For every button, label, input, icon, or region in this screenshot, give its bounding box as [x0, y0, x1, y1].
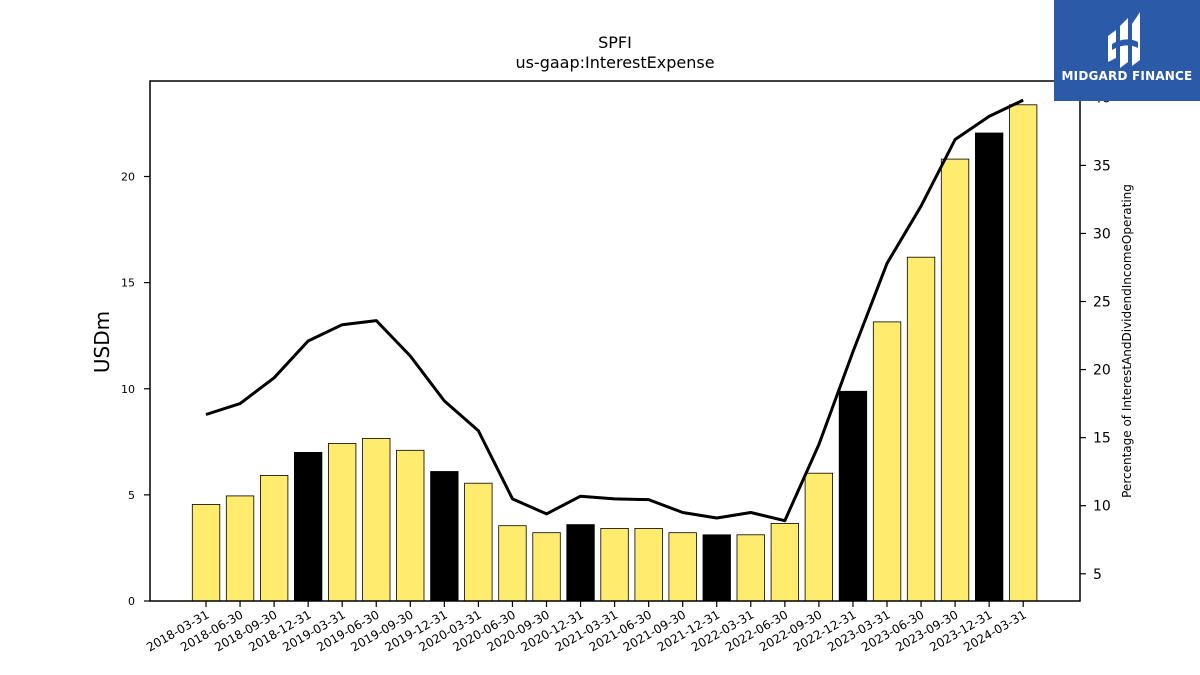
y2-tick-label: 25 — [1093, 295, 1111, 311]
bar-group — [191, 104, 1038, 602]
bar-2020-03-31 — [464, 482, 493, 602]
bar-2019-03-31 — [327, 443, 357, 602]
bar-2021-06-30 — [634, 528, 663, 602]
y-axis-left: 0 5 10 15 20 — [121, 171, 150, 608]
y2-tick-label: 10 — [1093, 499, 1111, 515]
y-tick-label: 0 — [128, 595, 135, 608]
bar-2021-12-31 — [702, 534, 731, 602]
chart-title: SPFI — [598, 33, 632, 52]
y2-tick-label: 35 — [1093, 158, 1111, 174]
y-tick-label: 15 — [121, 277, 135, 290]
bar-2021-03-31 — [600, 528, 629, 602]
bar-2024-03-31 — [1009, 104, 1038, 602]
bar-2020-12-31 — [566, 524, 595, 602]
chart-subtitle: us-gaap:InterestExpense — [515, 53, 714, 72]
bar-2023-09-30 — [940, 158, 970, 602]
bar-2020-06-30 — [498, 525, 527, 602]
bar-2022-09-30 — [804, 472, 833, 602]
line-series — [205, 98, 1024, 523]
y2-axis-label: Percentage of InterestAndDividendIncomeO… — [1120, 184, 1134, 498]
logo: MIDGARD FINANCE — [1054, 0, 1200, 101]
bar-2018-12-31 — [293, 451, 323, 602]
bar-2020-09-30 — [532, 532, 561, 602]
line-group — [205, 98, 1024, 523]
bar-2019-09-30 — [396, 449, 425, 602]
bar-2022-06-30 — [770, 523, 799, 602]
logo-mark-icon — [1108, 12, 1140, 68]
y2-tick-label: 5 — [1093, 567, 1102, 583]
y-tick-label: 5 — [128, 489, 135, 502]
y2-tick-label: 15 — [1093, 431, 1111, 447]
bar-2018-09-30 — [259, 474, 289, 602]
y-tick-label: 20 — [121, 171, 135, 184]
bar-2019-12-31 — [430, 471, 459, 602]
bar-2022-12-31 — [838, 390, 868, 602]
y2-tick-label: 20 — [1093, 363, 1111, 379]
plot-frame — [149, 80, 1081, 602]
x-axis: 2018-03-312018-06-302018-09-302018-12-31… — [144, 601, 1029, 654]
bar-2023-12-31 — [975, 132, 1004, 602]
bar-2021-09-30 — [668, 532, 697, 602]
bar-2023-03-31 — [872, 321, 902, 602]
bar-2023-06-30 — [906, 256, 936, 602]
y-tick-label: 10 — [121, 383, 135, 396]
bar-2018-03-31 — [191, 503, 221, 602]
y2-tick-label: 30 — [1093, 226, 1111, 242]
logo-text: MIDGARD FINANCE — [1061, 69, 1193, 83]
bar-2022-03-31 — [736, 534, 765, 602]
y-axis-label: USDm — [90, 311, 114, 373]
bar-2018-06-30 — [225, 495, 255, 602]
y-axis-right: 510152025303540 — [1080, 90, 1111, 583]
bar-2019-06-30 — [362, 437, 391, 602]
